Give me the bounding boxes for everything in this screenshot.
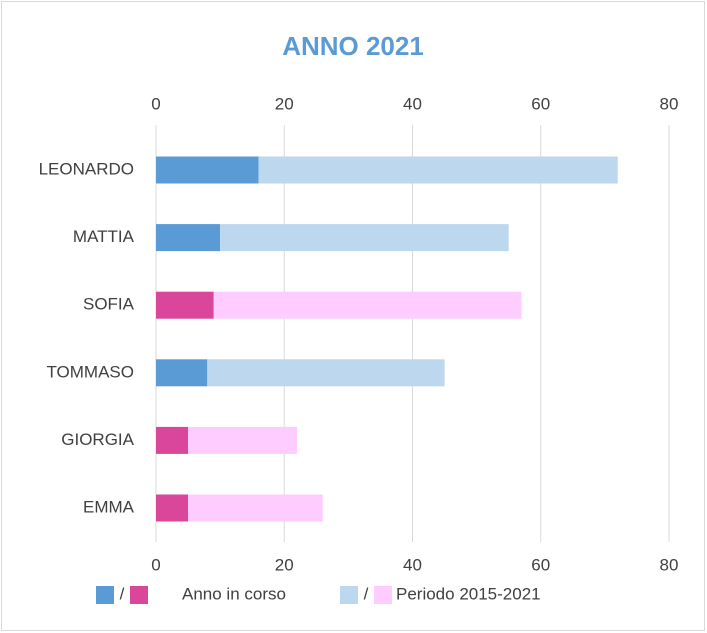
legend-label: Anno in corso	[182, 584, 286, 603]
bar-segment	[156, 291, 214, 319]
bar-segment	[188, 494, 323, 522]
bar-segment	[207, 359, 445, 387]
legend-swatch	[96, 586, 114, 604]
legend-swatch	[374, 586, 392, 604]
bar-segment	[188, 426, 298, 454]
x-tick-label: 40	[403, 555, 422, 574]
y-tick-label: MATTIA	[73, 227, 135, 246]
x-tick-label: 20	[275, 555, 294, 574]
y-tick-label: TOMMASO	[46, 362, 134, 381]
x-tick-label: 40	[403, 94, 422, 113]
y-tick-label: GIORGIA	[61, 430, 134, 449]
x-tick-label: 0	[151, 94, 160, 113]
x-tick-label: 0	[151, 555, 160, 574]
y-tick-label: SOFIA	[83, 295, 135, 314]
bar-segment	[156, 156, 259, 184]
bar-segment	[156, 426, 189, 454]
chart-title: ANNO 2021	[282, 31, 424, 61]
x-tick-label: 80	[660, 94, 679, 113]
legend-label: Periodo 2015-2021	[396, 584, 541, 603]
legend-swatch	[130, 586, 148, 604]
x-tick-label: 20	[275, 94, 294, 113]
bar-segment	[156, 224, 221, 252]
bar-segment	[220, 224, 509, 252]
x-tick-label: 60	[531, 555, 550, 574]
x-tick-label: 80	[660, 555, 679, 574]
legend-swatch	[340, 586, 358, 604]
bar-segment	[156, 359, 208, 387]
bar-segment	[156, 494, 189, 522]
y-tick-label: EMMA	[83, 497, 135, 516]
legend-separator: /	[364, 584, 369, 603]
bar-segment	[213, 291, 522, 319]
bar-segment	[258, 156, 618, 184]
y-tick-label: LEONARDO	[39, 159, 134, 178]
legend-separator: /	[120, 584, 125, 603]
x-tick-label: 60	[531, 94, 550, 113]
